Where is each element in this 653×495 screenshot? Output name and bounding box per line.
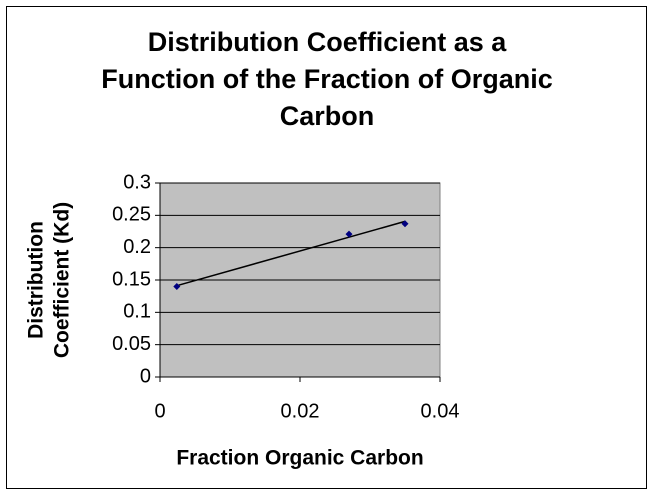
data-point bbox=[401, 220, 409, 228]
y-tick-label: 0.3 bbox=[123, 171, 151, 193]
trendline bbox=[176, 220, 406, 287]
y-axis-title: Distribution bbox=[25, 221, 48, 339]
y-tick-label: 0.15 bbox=[112, 268, 151, 290]
data-point bbox=[173, 282, 181, 290]
chart-title: Function of the Fraction of Organic bbox=[101, 64, 553, 94]
chart-title: Carbon bbox=[280, 101, 375, 131]
x-tick-label: 0 bbox=[154, 400, 165, 422]
data-point bbox=[345, 230, 353, 238]
chart-title: Distribution Coefficient as a bbox=[148, 27, 508, 57]
y-tick-label: 0.2 bbox=[123, 236, 151, 258]
y-axis-title-group: Distribution Coefficient (Kd) bbox=[25, 202, 74, 358]
y-tick-label: 0.1 bbox=[123, 301, 151, 323]
y-axis-title: Coefficient (Kd) bbox=[51, 202, 74, 358]
x-axis-title: Fraction Organic Carbon bbox=[176, 447, 423, 470]
x-tick-label: 0.04 bbox=[421, 400, 460, 422]
y-tick-label: 0.25 bbox=[112, 204, 151, 226]
y-tick-label: 0.05 bbox=[112, 333, 151, 355]
y-tick-label: 0 bbox=[140, 365, 151, 387]
x-tick-label: 0.02 bbox=[281, 400, 320, 422]
